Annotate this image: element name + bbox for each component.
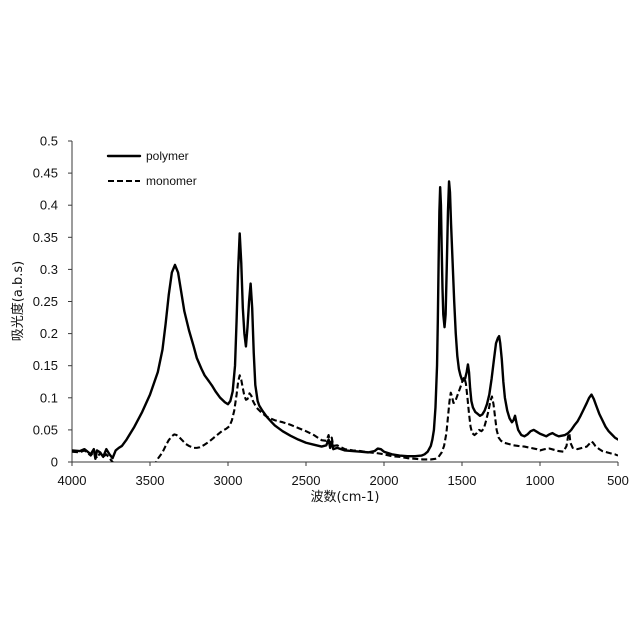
y-tick-label: 0.4 <box>40 198 58 213</box>
axes: 0 0.05 0.1 0.15 0.2 0.25 0.3 0.35 0.4 0.45 0.5 4000… <box>33 134 629 489</box>
x-tick-label: 500 <box>607 473 629 488</box>
y-axis-title: 吸光度(a.b.s) <box>10 261 26 341</box>
x-tick-label: 1000 <box>526 473 555 488</box>
series-line-polymer <box>72 181 618 458</box>
legend: polymer monomer <box>108 149 197 188</box>
x-tick-label: 2000 <box>370 473 399 488</box>
x-tick-label: 3000 <box>214 473 243 488</box>
y-tick-label: 0.35 <box>33 230 58 245</box>
x-tick-label: 4000 <box>58 473 87 488</box>
x-tick-label: 1500 <box>448 473 477 488</box>
series-line-monomer <box>72 375 618 478</box>
legend-item-polymer: polymer <box>108 149 189 163</box>
legend-item-monomer: monomer <box>108 174 197 188</box>
x-axis-title: 波数(cm-1) <box>311 490 380 505</box>
y-tick-label: 0.5 <box>40 134 58 149</box>
y-tick-label: 0.15 <box>33 358 58 373</box>
y-tick-label: 0.05 <box>33 422 58 437</box>
plot-area <box>72 181 618 478</box>
y-tick-label: 0.2 <box>40 326 58 341</box>
y-tick-label: 0.1 <box>40 390 58 405</box>
y-tick-label: 0.25 <box>33 294 58 309</box>
y-tick-label: 0.3 <box>40 262 58 277</box>
x-tick-label: 3500 <box>136 473 165 488</box>
legend-label-monomer: monomer <box>146 174 197 188</box>
y-tick-label: 0 <box>51 455 58 470</box>
x-tick-label: 2500 <box>292 473 321 488</box>
legend-label-polymer: polymer <box>146 149 189 163</box>
y-tick-label: 0.45 <box>33 166 58 181</box>
